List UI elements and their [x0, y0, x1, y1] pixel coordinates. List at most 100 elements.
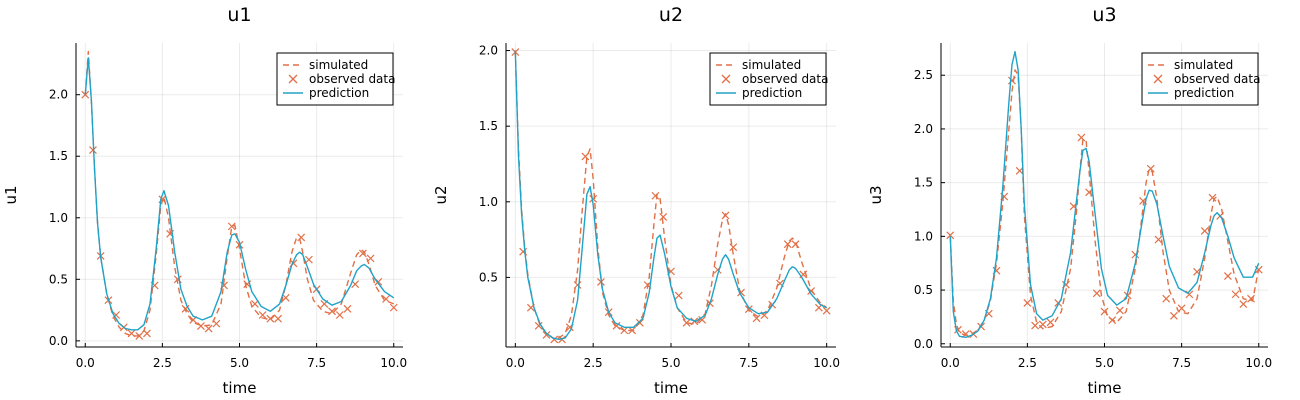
y-tick-label: 1.5 — [914, 176, 933, 190]
observed-data-point — [1077, 133, 1086, 142]
observed-data-point — [674, 291, 683, 300]
observed-data-point — [573, 281, 582, 289]
observed-data-point — [628, 326, 637, 335]
legend-marker — [288, 74, 298, 84]
observed-data-point — [297, 233, 306, 242]
legend-label: observed data — [742, 72, 828, 86]
observed-data-point — [1208, 193, 1217, 202]
observed-data-point — [1008, 76, 1016, 85]
y-tick-label: 1.5 — [479, 119, 498, 133]
observed-data-point — [651, 191, 660, 200]
chart-title: u3 — [1092, 4, 1116, 26]
y-tick-label: 0.0 — [49, 334, 68, 348]
observed-data-point — [1154, 235, 1163, 244]
observed-data-point — [143, 329, 151, 338]
y-tick-label: 1.0 — [479, 195, 498, 209]
y-axis-label: u1 — [2, 185, 20, 204]
observed-data-point — [1092, 289, 1101, 298]
x-tick-label: 0.0 — [941, 356, 960, 370]
legend-label: simulated — [742, 58, 801, 72]
legend-box — [276, 52, 394, 106]
observed-data-point — [721, 211, 730, 220]
observed-data-point — [135, 331, 144, 340]
observed-data-point — [791, 240, 800, 249]
chart-u2: 0.0 2.5 5.0 7.5 10.0 0.5 1.0 1.5 2.0 u2 time u2 simu… — [432, 4, 840, 397]
y-tick-label: 2.5 — [914, 68, 933, 82]
y-axis-label: u2 — [432, 185, 450, 204]
observed-data-point — [1223, 272, 1232, 281]
observed-data-point — [358, 249, 367, 258]
prediction-line — [949, 50, 1260, 338]
observed-data-point — [112, 311, 121, 319]
observed-data-point — [1146, 164, 1155, 173]
observed-data-point — [281, 293, 290, 302]
x-axis-label: time — [223, 379, 257, 397]
observed-data-point — [258, 311, 267, 319]
chart-title: u2 — [659, 4, 683, 26]
legend-marker — [1153, 74, 1163, 84]
observed-data-point — [682, 318, 691, 327]
x-tick-label: 5.0 — [230, 356, 249, 370]
plot-area — [81, 50, 398, 340]
observed-data-point — [1231, 290, 1240, 299]
x-tick-label: 10.0 — [813, 356, 840, 370]
x-tick-label: 5.0 — [661, 356, 680, 370]
observed-data-point — [1100, 307, 1109, 316]
observed-data-point — [1247, 294, 1255, 303]
observed-data-point — [197, 322, 205, 331]
plot-area — [946, 50, 1263, 339]
y-tick-label: 0.0 — [914, 337, 933, 351]
observed-data-point — [558, 335, 566, 344]
observed-data-point — [343, 304, 352, 313]
y-tick-label: 1.0 — [49, 211, 68, 225]
observed-data-point — [1200, 227, 1209, 235]
observed-data-point — [581, 152, 590, 161]
observed-data-point — [589, 194, 598, 203]
observed-data-point — [744, 305, 753, 314]
observed-data-point — [266, 314, 275, 323]
y-tick-label: 1.5 — [49, 149, 68, 163]
legend-marker — [721, 74, 731, 84]
y-tick-label: 1.0 — [914, 229, 933, 243]
observed-data-point — [1162, 294, 1171, 303]
observed-data-point — [620, 326, 629, 335]
chart-u1: 0.0 2.5 5.0 7.5 10.0 0.0 0.5 1.0 1.5 2.0 u1 time u1 s… — [2, 4, 407, 397]
observed-data-point — [304, 255, 313, 264]
observed-data-point — [274, 314, 282, 323]
x-tick-label: 0.0 — [76, 356, 95, 370]
observed-data-point — [783, 240, 792, 249]
legend-label: prediction — [742, 86, 802, 100]
observed-data-point — [1177, 304, 1186, 313]
observed-data-point — [1115, 306, 1124, 315]
observed-data-point — [946, 231, 955, 240]
prediction-line — [84, 57, 395, 331]
y-tick-label: 0.5 — [914, 283, 933, 297]
observed-data-point — [328, 307, 336, 316]
legend-label: prediction — [1174, 86, 1234, 100]
plot-area — [511, 48, 831, 344]
observed-data-point — [1031, 321, 1040, 330]
legend-label: simulated — [1174, 58, 1233, 72]
observed-data-point — [729, 243, 738, 252]
legend-label: observed data — [1174, 72, 1260, 86]
x-axis-label: time — [654, 379, 688, 397]
observed-data-point — [1023, 299, 1032, 307]
chart-u3: 0.0 2.5 5.0 7.5 10.0 0.0 0.5 1.0 1.5 2.0 2.5 u3 time… — [867, 4, 1272, 397]
x-tick-label: 7.5 — [307, 356, 326, 370]
y-tick-label: 0.5 — [49, 272, 68, 286]
observed-data-point — [1038, 320, 1047, 329]
observed-data-point — [382, 295, 390, 303]
x-tick-label: 2.5 — [153, 356, 172, 370]
x-tick-label: 10.0 — [1245, 356, 1272, 370]
observed-data-point — [635, 318, 644, 327]
observed-data-point — [534, 321, 543, 330]
x-tick-label: 0.0 — [506, 356, 525, 370]
x-tick-label: 10.0 — [380, 356, 407, 370]
observed-data-point — [366, 254, 375, 263]
observed-data-point — [1085, 188, 1094, 197]
legend-label: observed data — [309, 72, 395, 86]
x-tick-label: 7.5 — [1172, 356, 1191, 370]
